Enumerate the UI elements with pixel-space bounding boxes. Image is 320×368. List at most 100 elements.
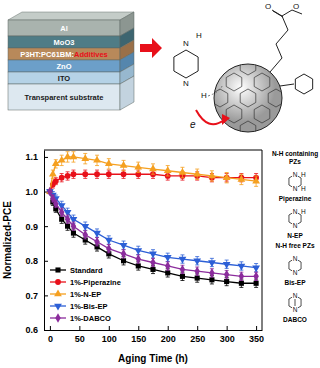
atom-label: H xyxy=(301,208,306,215)
atom-label: N xyxy=(293,222,298,229)
x-tick-label: 100 xyxy=(102,334,117,344)
data-point xyxy=(94,171,100,177)
data-point xyxy=(65,224,70,229)
molecule: OONHNHe xyxy=(174,2,313,139)
series xyxy=(46,189,260,272)
x-tick-mark xyxy=(109,326,110,330)
bond xyxy=(272,10,302,17)
data-point xyxy=(71,231,76,236)
atom-ground xyxy=(292,269,298,276)
error-bar xyxy=(66,215,70,223)
data-point xyxy=(121,171,127,177)
data-point xyxy=(121,258,126,263)
data-point xyxy=(71,221,76,230)
data-point xyxy=(105,159,113,166)
atom-ground xyxy=(292,292,298,299)
data-point xyxy=(165,261,170,270)
x-tick: 250 xyxy=(190,326,205,344)
error-bar xyxy=(180,265,184,273)
atom-label: H xyxy=(301,171,306,178)
x-tick: 100 xyxy=(102,326,117,344)
error-bar xyxy=(254,272,258,280)
layer-label: ITO xyxy=(58,74,71,83)
structures: N-H containingPZsNHNHPiperazineNHNN-EPN-… xyxy=(272,150,318,323)
electron-arrowhead xyxy=(222,114,230,125)
frame xyxy=(262,150,263,330)
atom-label: N xyxy=(293,171,298,178)
fullerene-ring xyxy=(226,105,242,123)
additive-label: Additives xyxy=(74,50,108,59)
structure-name: N-EP xyxy=(287,232,303,239)
frame xyxy=(44,150,262,151)
atom-ground xyxy=(292,255,298,262)
data-point xyxy=(208,171,216,178)
atom-label: N xyxy=(293,292,298,299)
error-bar xyxy=(83,231,87,239)
error-bar xyxy=(210,269,214,277)
error-bar xyxy=(71,222,75,230)
data-point xyxy=(224,279,229,284)
x-tick-mark xyxy=(79,326,80,330)
y-tick-label: 0.6 xyxy=(25,325,38,335)
data-point xyxy=(47,187,52,196)
error-bar xyxy=(107,245,111,253)
data-point xyxy=(223,173,231,180)
atom-label: N xyxy=(293,255,298,262)
atom-ground xyxy=(292,185,298,192)
data-point xyxy=(164,255,172,262)
fullerene-ring xyxy=(226,73,242,91)
data-point xyxy=(193,170,201,177)
x-tick-label: 300 xyxy=(220,334,235,344)
atom-ground xyxy=(292,306,298,313)
atom-label: N xyxy=(293,185,298,192)
x-tick-mark xyxy=(50,326,51,330)
h-bond xyxy=(208,86,222,96)
error-bar xyxy=(95,238,99,246)
series-line xyxy=(50,192,256,268)
y-tick: 1.1 xyxy=(25,152,48,162)
atom-label: O xyxy=(265,2,271,11)
legend-label: 1%-N-EP xyxy=(70,290,101,299)
x-tick-label: 250 xyxy=(190,334,205,344)
data-point xyxy=(208,260,216,267)
error-bar xyxy=(151,258,155,266)
data-point xyxy=(180,274,185,279)
data-point xyxy=(93,156,101,163)
data-point xyxy=(209,268,214,277)
data-point xyxy=(65,173,71,179)
data-point xyxy=(83,230,88,239)
y-tick-mark xyxy=(44,226,48,227)
data-point xyxy=(149,252,157,259)
y-tick-label: 1.1 xyxy=(25,152,38,162)
layer-face xyxy=(8,48,120,60)
device-stack: AlMoO3P3HT:PC61BM:AdditivesZnOITOTranspa… xyxy=(8,12,134,110)
x-tick: 200 xyxy=(161,326,176,344)
data-point xyxy=(82,171,88,177)
layer-label: Transparent substrate xyxy=(25,93,104,102)
x-axis-title: Aging Time (h) xyxy=(118,353,188,364)
atom-ground xyxy=(292,208,298,215)
fullerene-ring xyxy=(240,89,256,107)
data-point xyxy=(164,166,172,173)
atom-label: H xyxy=(301,185,306,192)
layer-side xyxy=(120,76,134,110)
atom-label: N xyxy=(183,79,189,88)
y-tick-label: 0.8 xyxy=(25,256,38,266)
atom-label: H xyxy=(201,91,207,100)
x-tick: 150 xyxy=(131,326,146,344)
data-point xyxy=(239,272,244,281)
series xyxy=(47,189,258,287)
y-axis-title: Normalized-PCE xyxy=(2,201,13,279)
error-bar xyxy=(136,255,140,263)
layer-face xyxy=(8,20,120,36)
data-point xyxy=(252,265,260,272)
y-tick-mark xyxy=(44,295,48,296)
data-point xyxy=(136,254,141,263)
y-tick: 0.9 xyxy=(25,222,48,232)
data-point xyxy=(70,152,78,159)
data-point xyxy=(193,259,201,266)
legend-label: 1%-DABCO xyxy=(70,314,111,323)
x-tick: 300 xyxy=(220,326,235,344)
x-tick-label: 350 xyxy=(249,334,264,344)
error-bar xyxy=(122,250,126,258)
